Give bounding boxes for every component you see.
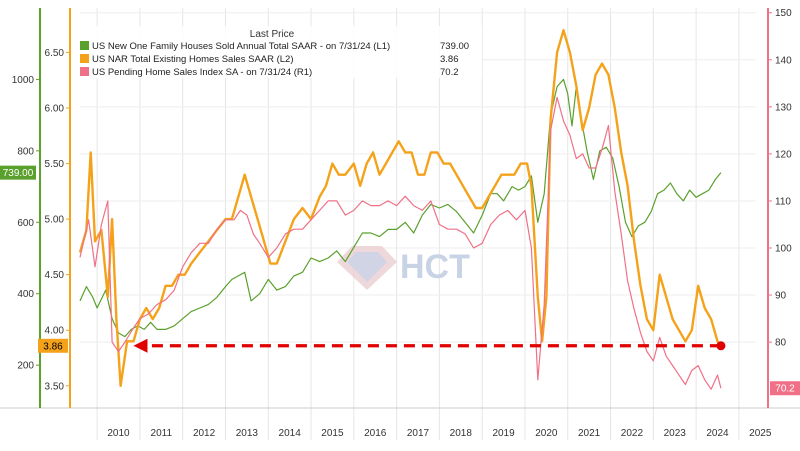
y-tick-label-l1: 600 bbox=[17, 218, 34, 229]
grid-layer bbox=[80, 8, 756, 440]
legend-value-existing-homes: 3.86 bbox=[440, 54, 459, 65]
x-tick-label: 2019 bbox=[492, 428, 515, 439]
axes-layer: 2010 2011 2012 2013 2014 2015 2016 2017 2018 2019… bbox=[0, 8, 800, 439]
legend-label-existing-homes: US NAR Total Existing Homes Sales SAAR (… bbox=[92, 54, 294, 65]
legend-swatch-new-homes bbox=[80, 41, 89, 50]
last-value-badge-r1 bbox=[770, 381, 800, 396]
legend-value-new-homes: 739.00 bbox=[440, 41, 469, 52]
y-tick-label-l2: 5.50 bbox=[45, 159, 65, 170]
x-tick-label: 2010 bbox=[107, 428, 130, 439]
watermark-logo-inner-icon bbox=[347, 252, 387, 282]
watermark-text: HCT bbox=[400, 248, 470, 286]
last-value-badge-text-r1: 70.2 bbox=[775, 384, 795, 395]
legend-swatch-existing-homes bbox=[80, 54, 89, 63]
x-tick-label: 2014 bbox=[279, 428, 302, 439]
y-tick-label-l2: 5.00 bbox=[45, 215, 65, 226]
annotation-layer bbox=[133, 338, 726, 353]
series-layer bbox=[78, 29, 722, 390]
x-tick-label: 2023 bbox=[664, 428, 687, 439]
y-tick-label-r1: 150 bbox=[775, 8, 792, 19]
y-tick-label-l2: 6.50 bbox=[45, 48, 65, 59]
x-tick-label: 2012 bbox=[193, 428, 216, 439]
annotation-arrowhead-icon bbox=[133, 338, 148, 353]
x-tick-label: 2025 bbox=[749, 428, 772, 439]
x-tick-label: 2017 bbox=[407, 428, 430, 439]
legend-label-pending-homes: US Pending Home Sales Index SA - on 7/31… bbox=[92, 67, 312, 78]
y-tick-label-l2: 4.50 bbox=[45, 270, 65, 281]
annotation-end-dot bbox=[716, 341, 726, 351]
y-tick-label-l1: 1000 bbox=[12, 75, 35, 86]
y-tick-label-r1: 120 bbox=[775, 149, 792, 160]
legend-title: Last Price bbox=[250, 29, 295, 40]
legend: Last Price US New One Family Houses Sold… bbox=[78, 26, 482, 78]
series-line-l1 bbox=[79, 78, 722, 338]
x-tick-label: 2018 bbox=[450, 428, 473, 439]
y-tick-label-r1: 140 bbox=[775, 55, 792, 66]
y-tick-label-l1: 400 bbox=[17, 289, 34, 300]
y-tick-label-r1: 130 bbox=[775, 102, 792, 113]
y-tick-label-l1: 800 bbox=[17, 146, 34, 157]
last-value-badge-l1 bbox=[0, 165, 36, 180]
x-tick-label: 2021 bbox=[578, 428, 601, 439]
last-value-badge-text-l1: 739.00 bbox=[3, 168, 34, 179]
y-tick-label-l2: 3.50 bbox=[45, 381, 65, 392]
y-tick-label-l2: 6.00 bbox=[45, 104, 65, 115]
x-tick-label: 2022 bbox=[621, 428, 644, 439]
x-tick-label: 2015 bbox=[321, 428, 344, 439]
x-tick-label: 2011 bbox=[151, 428, 173, 439]
y-tick-label-r1: 100 bbox=[775, 244, 792, 255]
x-tick-label: 2020 bbox=[535, 428, 558, 439]
legend-background bbox=[78, 26, 482, 78]
last-value-badge-text-l2: 3.86 bbox=[43, 341, 63, 352]
x-tick-label: 2016 bbox=[364, 428, 387, 439]
x-tick-label: 2024 bbox=[706, 428, 729, 439]
y-tick-label-l1: 200 bbox=[17, 361, 34, 372]
series-line-r1 bbox=[79, 96, 722, 390]
legend-value-pending-homes: 70.2 bbox=[440, 67, 459, 78]
watermark: HCT bbox=[337, 246, 470, 290]
last-value-badge-l2 bbox=[38, 338, 68, 353]
y-tick-label-l2: 4.00 bbox=[45, 326, 65, 337]
series-line-l2 bbox=[78, 29, 722, 387]
y-tick-label-r1: 110 bbox=[775, 196, 791, 207]
legend-swatch-pending-homes bbox=[80, 67, 89, 76]
legend-label-new-homes: US New One Family Houses Sold Annual Tot… bbox=[92, 41, 390, 52]
y-tick-label-r1: 90 bbox=[775, 291, 787, 302]
y-tick-label-r1: 80 bbox=[775, 338, 787, 349]
x-tick-label: 2013 bbox=[236, 428, 259, 439]
